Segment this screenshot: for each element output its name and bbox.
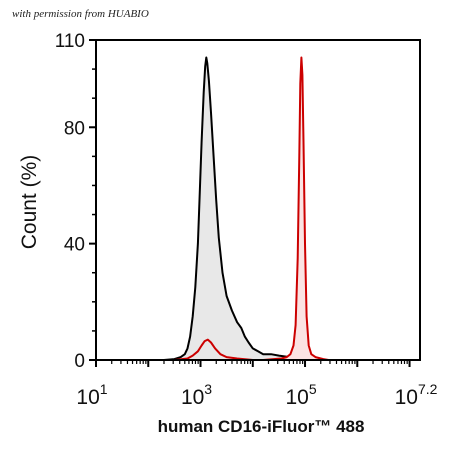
axes: 0 40 80 110 101 103 105 107.2 bbox=[55, 31, 438, 409]
series-2-line bbox=[174, 338, 253, 361]
y-tick-label: 0 bbox=[74, 351, 85, 372]
y-axis-title: Count (%) bbox=[18, 155, 41, 250]
series-0-line bbox=[163, 56, 326, 361]
x-tick-label: 103 bbox=[181, 381, 212, 409]
series-0-area bbox=[163, 57, 326, 360]
y-tick-label: 40 bbox=[64, 235, 85, 256]
series-1-line bbox=[263, 56, 329, 361]
x-tick-label: 101 bbox=[76, 381, 107, 409]
x-tick-label: 105 bbox=[285, 381, 316, 409]
plot-frame bbox=[95, 39, 421, 361]
y-tick-label: 80 bbox=[64, 118, 85, 139]
x-tick-label: 107.2 bbox=[395, 381, 438, 409]
permission-watermark: with permission from HUABIO bbox=[12, 8, 149, 20]
x-axis-title: human CD16-iFluor™ 488 bbox=[158, 417, 365, 436]
y-tick-label: 110 bbox=[55, 31, 85, 52]
plot-area bbox=[163, 56, 329, 361]
